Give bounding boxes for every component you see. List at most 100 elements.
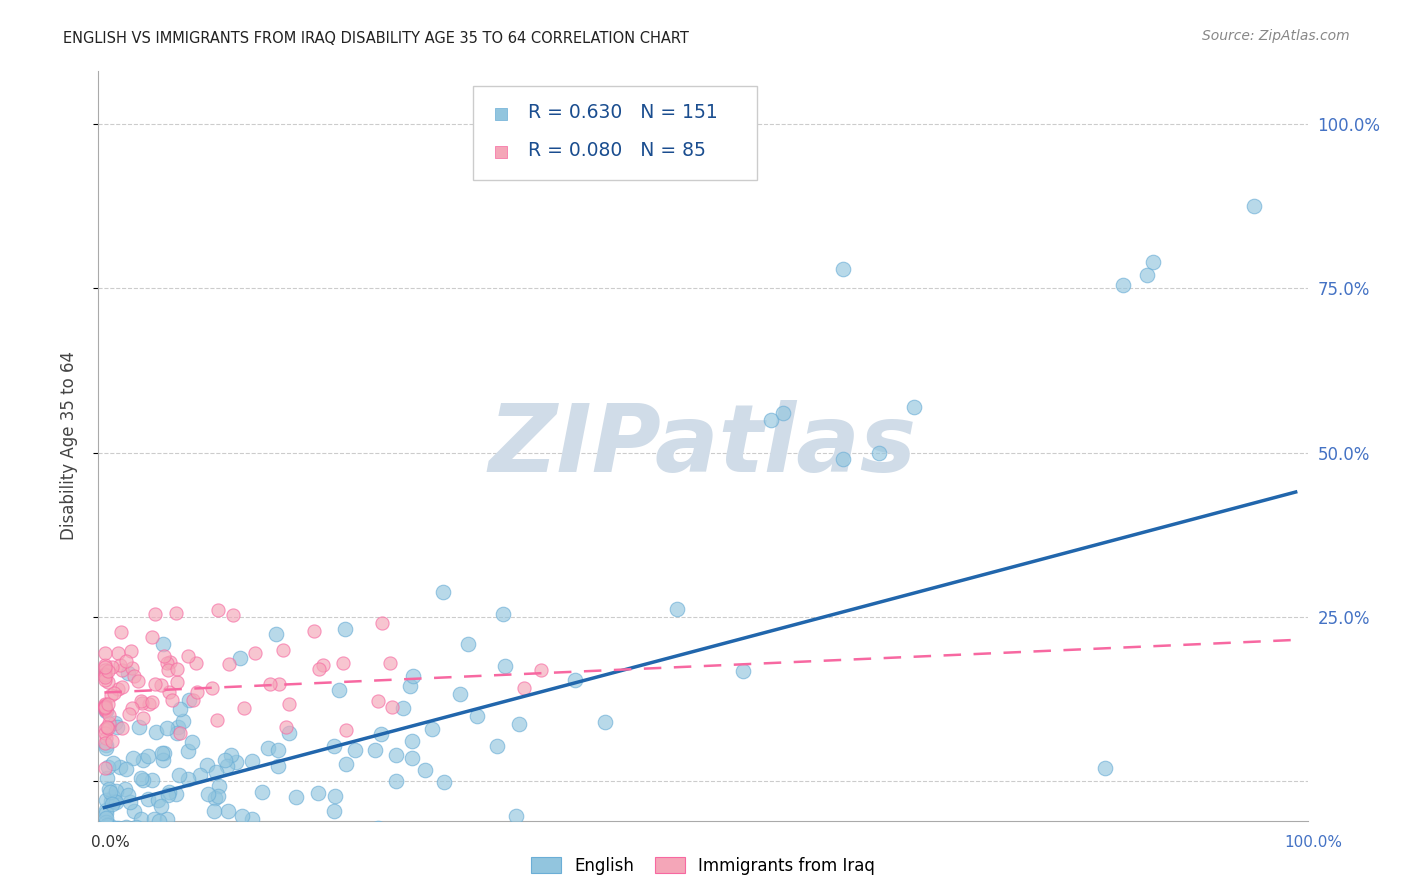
Point [367, 822, 389, 836]
Point [121, 661, 143, 675]
Point [107, 821, 129, 835]
Point [167, 720, 190, 734]
Point [97, 721, 120, 735]
Point [381, 699, 404, 714]
Point [152, 753, 174, 767]
Point [129, 812, 152, 826]
Point [202, 804, 225, 818]
Point [198, 822, 221, 837]
Point [1094, 761, 1116, 775]
Point [94, 811, 117, 825]
Point [101, 756, 124, 771]
Point [166, 725, 188, 739]
Text: ZIPatlas: ZIPatlas [489, 400, 917, 492]
Point [188, 768, 211, 782]
Point [122, 669, 145, 683]
Point [385, 747, 408, 762]
Point [217, 804, 239, 818]
Point [132, 772, 155, 787]
Point [179, 693, 201, 707]
Point [195, 757, 218, 772]
Point [132, 710, 155, 724]
Point [284, 790, 307, 805]
Text: Source: ZipAtlas.com: Source: ZipAtlas.com [1202, 29, 1350, 43]
Point [107, 681, 129, 696]
Point [101, 789, 124, 804]
Point [127, 847, 149, 862]
Point [108, 857, 131, 871]
Point [177, 648, 200, 663]
Point [111, 681, 134, 695]
Point [215, 759, 238, 773]
Point [107, 646, 129, 660]
Point [666, 601, 689, 615]
Point [308, 663, 330, 677]
Point [120, 841, 142, 855]
Point [110, 658, 132, 673]
Text: 100.0%: 100.0% [1285, 836, 1343, 850]
FancyBboxPatch shape [474, 87, 758, 180]
Point [108, 760, 131, 774]
Point [530, 663, 553, 677]
Point [257, 741, 280, 756]
Point [343, 742, 366, 756]
Point [94, 658, 117, 673]
Point [94, 701, 117, 715]
Point [172, 829, 194, 843]
Point [153, 649, 176, 664]
Point [264, 627, 287, 641]
Point [489, 154, 512, 169]
Point [508, 717, 530, 731]
Point [131, 696, 153, 710]
Point [868, 445, 890, 459]
Point [94, 698, 117, 713]
Point [114, 654, 136, 668]
Point [225, 755, 247, 769]
Point [115, 762, 138, 776]
Point [114, 820, 136, 834]
Point [94, 736, 117, 750]
Point [103, 686, 125, 700]
Point [214, 753, 236, 767]
Text: ENGLISH VS IMMIGRANTS FROM IRAQ DISABILITY AGE 35 TO 64 CORRELATION CHART: ENGLISH VS IMMIGRANTS FROM IRAQ DISABILI… [63, 31, 689, 46]
Point [94, 667, 117, 681]
Point [157, 785, 180, 799]
Point [380, 656, 402, 670]
Point [143, 812, 166, 826]
Point [141, 695, 163, 709]
Legend: English, Immigrants from Iraq: English, Immigrants from Iraq [526, 852, 880, 880]
Point [105, 888, 128, 892]
Point [110, 721, 132, 735]
Point [731, 665, 754, 679]
Point [370, 727, 392, 741]
Point [312, 657, 335, 672]
Point [328, 682, 350, 697]
Point [267, 743, 290, 757]
Point [94, 827, 117, 841]
Point [128, 720, 150, 734]
Point [231, 809, 253, 823]
Point [94, 668, 117, 682]
Point [494, 658, 516, 673]
Point [117, 788, 139, 802]
Point [156, 656, 179, 670]
Point [98, 707, 121, 722]
Point [94, 673, 117, 687]
Point [370, 615, 392, 630]
Point [107, 889, 129, 892]
Point [169, 726, 191, 740]
Point [94, 814, 117, 829]
Point [104, 869, 127, 883]
Point [94, 826, 117, 840]
Point [122, 804, 145, 818]
Point [159, 655, 181, 669]
Point [129, 694, 152, 708]
Point [165, 787, 187, 801]
Point [169, 822, 191, 837]
Point [98, 785, 121, 799]
Point [94, 646, 117, 660]
Point [94, 703, 117, 717]
Point [150, 746, 173, 760]
Point [118, 706, 141, 721]
Point [94, 703, 117, 717]
